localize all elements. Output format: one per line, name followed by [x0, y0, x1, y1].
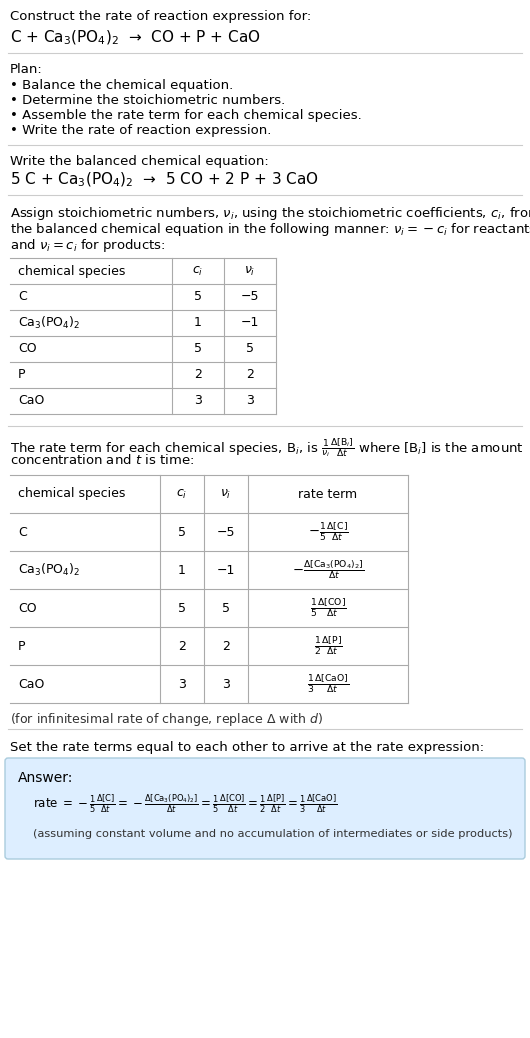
Text: rate $= -\frac{1}{5}\frac{\Delta[\mathrm{C}]}{\Delta t} = -\frac{\Delta[\mathrm{: rate $= -\frac{1}{5}\frac{\Delta[\mathrm…: [33, 793, 337, 816]
Text: • Balance the chemical equation.: • Balance the chemical equation.: [10, 79, 233, 92]
Text: $\nu_i$: $\nu_i$: [220, 488, 232, 500]
Text: • Write the rate of reaction expression.: • Write the rate of reaction expression.: [10, 124, 271, 137]
Text: Assign stoichiometric numbers, $\nu_i$, using the stoichiometric coefficients, $: Assign stoichiometric numbers, $\nu_i$, …: [10, 204, 530, 222]
Text: $\frac{1}{2}\frac{\Delta[\mathrm{P}]}{\Delta t}$: $\frac{1}{2}\frac{\Delta[\mathrm{P}]}{\D…: [314, 635, 342, 657]
Text: P: P: [18, 639, 25, 653]
Text: 2: 2: [178, 639, 186, 653]
Text: 2: 2: [222, 639, 230, 653]
Text: 5: 5: [178, 601, 186, 614]
Text: 2: 2: [246, 368, 254, 382]
Text: $\frac{1}{5}\frac{\Delta[\mathrm{CO}]}{\Delta t}$: $\frac{1}{5}\frac{\Delta[\mathrm{CO}]}{\…: [310, 597, 347, 619]
Text: CaO: CaO: [18, 394, 45, 408]
Text: 5 C + Ca$_3$(PO$_4$)$_2$  →  5 CO + 2 P + 3 CaO: 5 C + Ca$_3$(PO$_4$)$_2$ → 5 CO + 2 P + …: [10, 171, 319, 189]
Text: 5: 5: [194, 291, 202, 303]
Text: −1: −1: [217, 564, 235, 576]
Text: $c_i$: $c_i$: [176, 488, 188, 500]
Text: rate term: rate term: [298, 488, 358, 500]
Text: chemical species: chemical species: [18, 265, 126, 277]
Text: Ca$_3$(PO$_4$)$_2$: Ca$_3$(PO$_4$)$_2$: [18, 562, 81, 578]
Text: • Determine the stoichiometric numbers.: • Determine the stoichiometric numbers.: [10, 94, 285, 107]
Text: 5: 5: [178, 525, 186, 539]
Text: and $\nu_i = c_i$ for products:: and $\nu_i = c_i$ for products:: [10, 237, 165, 254]
Text: (assuming constant volume and no accumulation of intermediates or side products): (assuming constant volume and no accumul…: [33, 829, 513, 839]
Text: Set the rate terms equal to each other to arrive at the rate expression:: Set the rate terms equal to each other t…: [10, 741, 484, 754]
Text: Construct the rate of reaction expression for:: Construct the rate of reaction expressio…: [10, 10, 311, 23]
Text: 5: 5: [194, 343, 202, 355]
Text: −5: −5: [217, 525, 235, 539]
Text: 3: 3: [246, 394, 254, 408]
Bar: [10, 475, 408, 703]
Text: chemical species: chemical species: [18, 488, 126, 500]
Text: C + Ca$_3$(PO$_4$)$_2$  →  CO + P + CaO: C + Ca$_3$(PO$_4$)$_2$ → CO + P + CaO: [10, 29, 260, 48]
Text: CO: CO: [18, 343, 37, 355]
Text: Write the balanced chemical equation:: Write the balanced chemical equation:: [10, 155, 269, 168]
Text: 3: 3: [178, 678, 186, 690]
Text: $c_i$: $c_i$: [192, 265, 204, 277]
Text: • Assemble the rate term for each chemical species.: • Assemble the rate term for each chemic…: [10, 109, 362, 122]
Bar: [10, 258, 276, 414]
Text: Ca$_3$(PO$_4$)$_2$: Ca$_3$(PO$_4$)$_2$: [18, 315, 81, 331]
Text: Answer:: Answer:: [18, 771, 73, 785]
Text: 3: 3: [194, 394, 202, 408]
Text: 5: 5: [222, 601, 230, 614]
Text: $-\frac{1}{5}\frac{\Delta[\mathrm{C}]}{\Delta t}$: $-\frac{1}{5}\frac{\Delta[\mathrm{C}]}{\…: [307, 521, 348, 543]
Text: 3: 3: [222, 678, 230, 690]
Text: $\nu_i$: $\nu_i$: [244, 265, 255, 277]
Text: $\frac{1}{3}\frac{\Delta[\mathrm{CaO}]}{\Delta t}$: $\frac{1}{3}\frac{\Delta[\mathrm{CaO}]}{…: [307, 673, 349, 695]
Text: CaO: CaO: [18, 678, 45, 690]
Text: −5: −5: [241, 291, 259, 303]
Text: −1: −1: [241, 317, 259, 329]
Text: 1: 1: [194, 317, 202, 329]
Text: $-\frac{\Delta[\mathrm{Ca_3(PO_4)_2}]}{\Delta t}$: $-\frac{\Delta[\mathrm{Ca_3(PO_4)_2}]}{\…: [292, 558, 364, 581]
Text: the balanced chemical equation in the following manner: $\nu_i = -c_i$ for react: the balanced chemical equation in the fo…: [10, 221, 530, 238]
Text: The rate term for each chemical species, B$_i$, is $\frac{1}{\nu_i}\frac{\Delta[: The rate term for each chemical species,…: [10, 436, 524, 459]
Text: Plan:: Plan:: [10, 63, 43, 76]
Text: (for infinitesimal rate of change, replace Δ with $d$): (for infinitesimal rate of change, repla…: [10, 711, 323, 728]
Text: 5: 5: [246, 343, 254, 355]
FancyBboxPatch shape: [5, 758, 525, 859]
Text: P: P: [18, 368, 25, 382]
Text: CO: CO: [18, 601, 37, 614]
Text: C: C: [18, 291, 26, 303]
Text: 2: 2: [194, 368, 202, 382]
Text: C: C: [18, 525, 26, 539]
Text: concentration and $t$ is time:: concentration and $t$ is time:: [10, 453, 194, 467]
Text: 1: 1: [178, 564, 186, 576]
